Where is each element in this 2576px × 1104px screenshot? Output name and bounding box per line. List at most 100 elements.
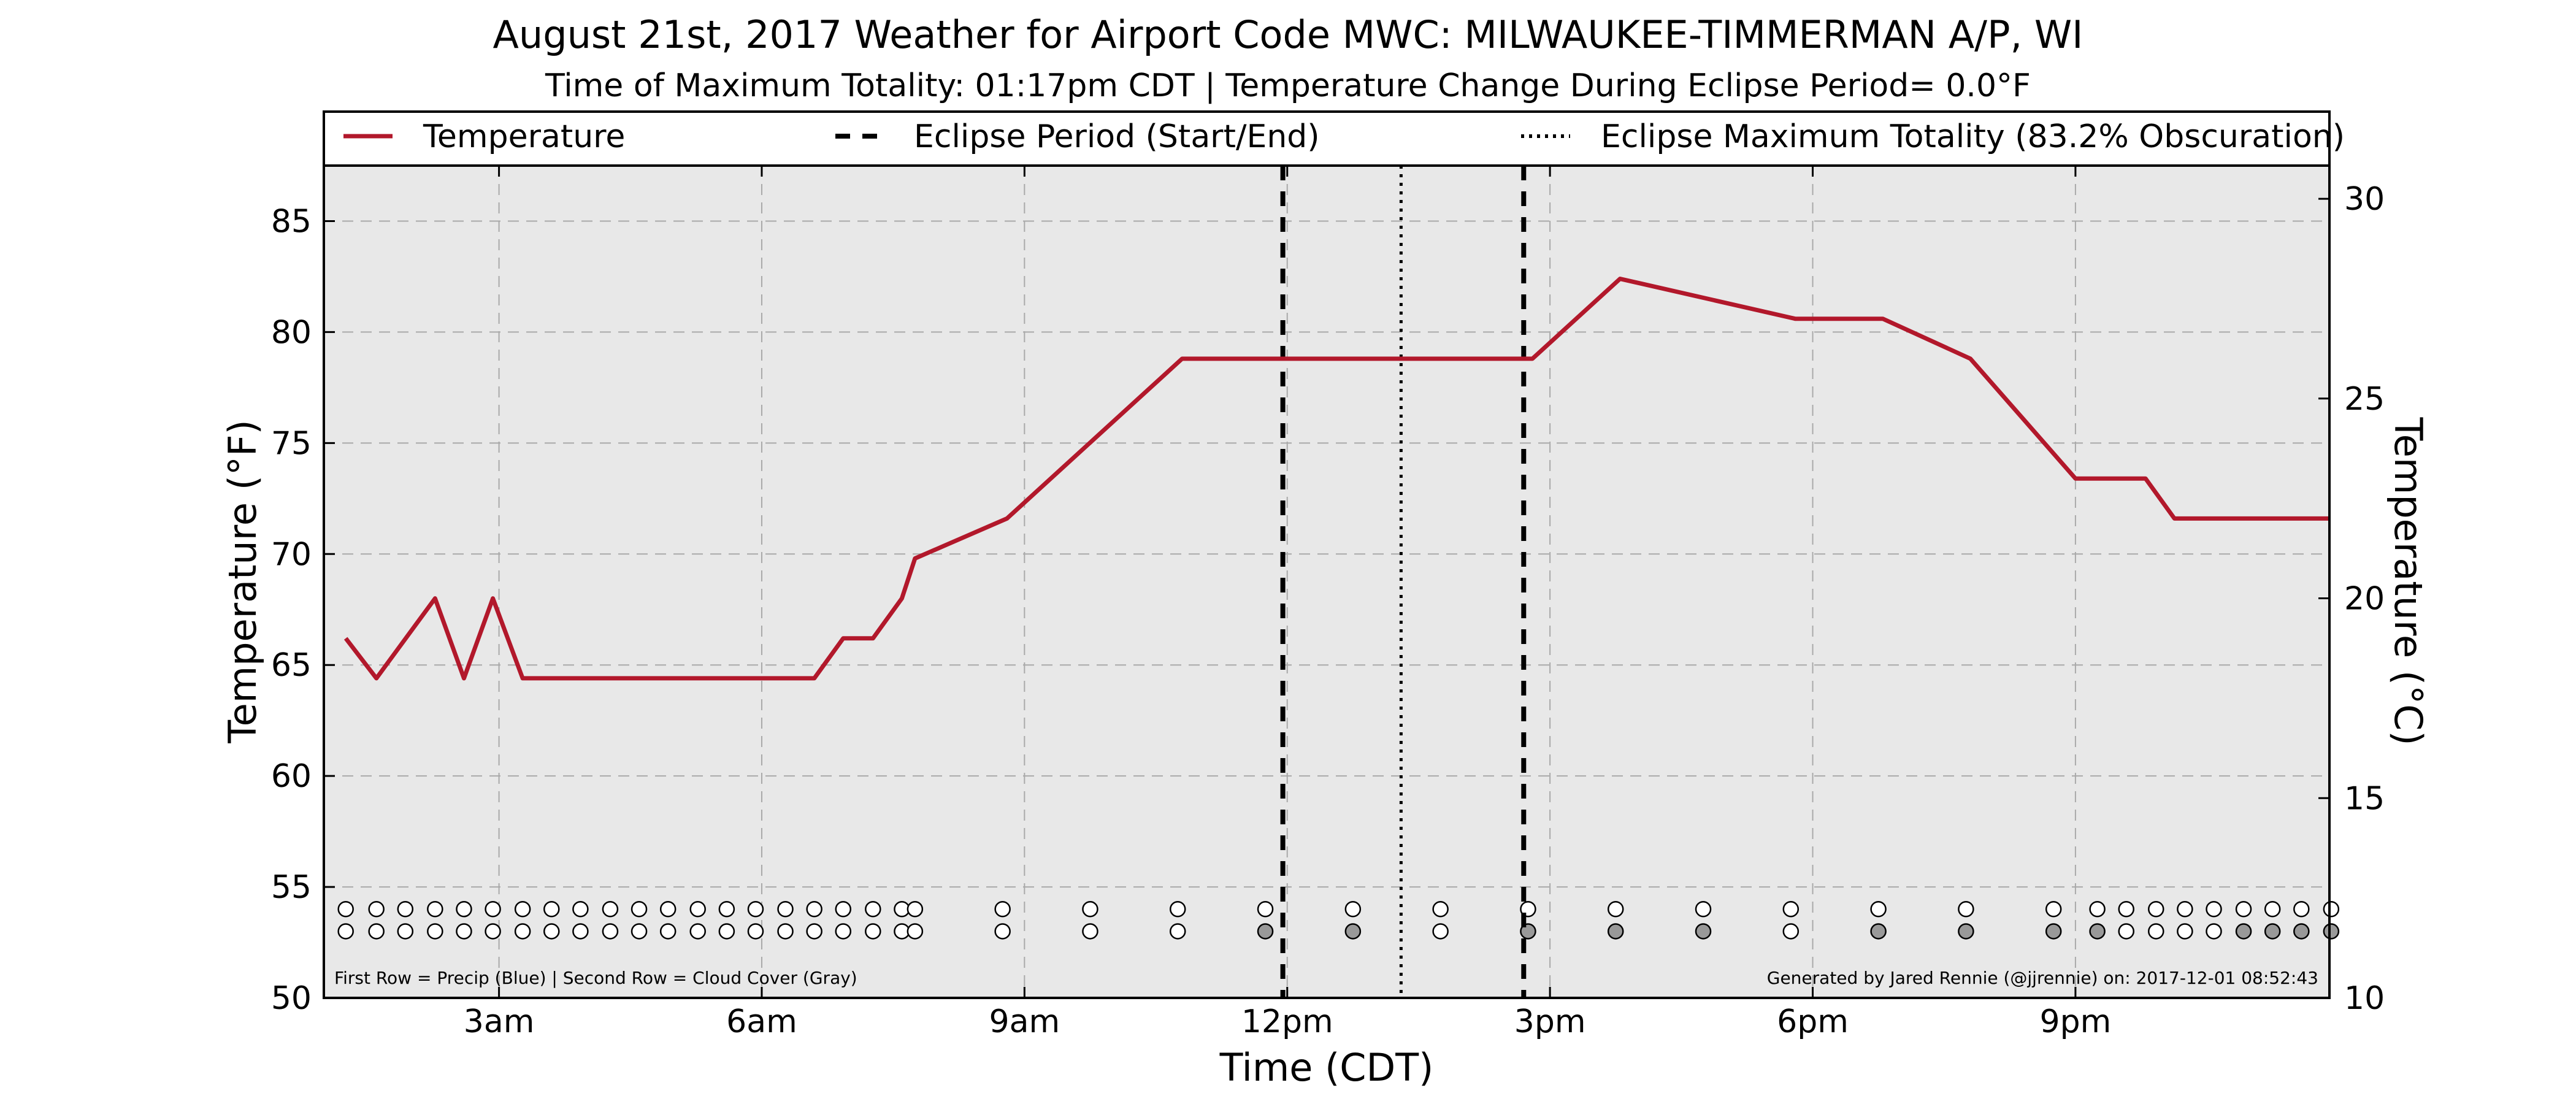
precip-marker: [2118, 901, 2134, 918]
legend-box: [323, 110, 2331, 167]
cloud-cover-marker: [514, 923, 531, 940]
cloud-cover-marker: [1344, 923, 1362, 940]
precip-marker: [1870, 901, 1887, 918]
y-tick-label: 85: [271, 203, 312, 240]
cloud-cover-marker: [2045, 923, 2062, 940]
precip-marker: [456, 901, 472, 918]
chart-title: August 21st, 2017 Weather for Airport Co…: [493, 12, 2083, 57]
y-axis-left: 50 55 60 65 70 75 80 85: [271, 203, 335, 1017]
precip-marker: [397, 901, 414, 918]
x-tick-label: 9am: [989, 1003, 1060, 1040]
legend-label-eclipse-max: Eclipse Maximum Totality (83.2% Obscurat…: [1601, 118, 2345, 155]
precip-marker: [427, 901, 443, 918]
cloud-cover-marker: [572, 923, 589, 940]
y-tick-label: 70: [271, 536, 312, 573]
y-tick-label: 65: [271, 647, 312, 684]
x-axis-label: Time (CDT): [1219, 1045, 1434, 1090]
precip-marker: [1782, 901, 1800, 918]
y2-tick-label: 15: [2344, 780, 2385, 817]
cloud-cover-marker: [2177, 923, 2193, 940]
precip-marker: [835, 901, 852, 918]
y-tick-label: 80: [271, 314, 312, 351]
cloud-cover-marker: [427, 923, 443, 940]
precip-marker: [1257, 901, 1274, 918]
observation-markers: [337, 901, 2340, 940]
y2-tick-label: 20: [2344, 581, 2385, 618]
precip-marker: [907, 901, 924, 918]
cloud-cover-marker: [1782, 923, 1800, 940]
chart-subtitle: Time of Maximum Totality: 01:17pm CDT | …: [545, 67, 2031, 104]
precip-marker: [2089, 901, 2106, 918]
x-tick-label: 9pm: [2040, 1003, 2112, 1040]
precip-marker: [337, 901, 354, 918]
cloud-cover-marker: [631, 923, 648, 940]
legend-label-eclipse-period: Eclipse Period (Start/End): [914, 118, 1320, 155]
cloud-cover-marker: [2118, 923, 2134, 940]
series-lines: [343, 277, 2329, 681]
cloud-cover-marker: [907, 923, 924, 940]
cloud-cover-marker: [689, 923, 706, 940]
plot-area: [324, 166, 2329, 998]
legend-item-eclipse-max: Eclipse Maximum Totality (83.2% Obscurat…: [1521, 118, 2345, 155]
cloud-cover-marker: [1607, 923, 1624, 940]
precip-marker: [1607, 901, 1624, 918]
precip-marker: [865, 901, 881, 918]
y-tick-label: 75: [271, 425, 312, 462]
cloud-cover-marker: [994, 923, 1011, 940]
x-tick-label: 3pm: [1514, 1003, 1586, 1040]
cloud-cover-marker: [1432, 923, 1449, 940]
precip-marker: [2177, 901, 2193, 918]
precip-marker: [806, 901, 822, 918]
precip-marker: [485, 901, 501, 918]
x-axis: 3am 6am 9am 12pm 3pm 6pm 9pm: [464, 166, 2111, 1040]
footnote-left: First Row = Precip (Blue) | Second Row =…: [334, 968, 857, 988]
cloud-cover-marker: [1870, 923, 1887, 940]
cloud-cover-marker: [602, 923, 619, 940]
y-tick-label: 60: [271, 758, 312, 795]
eclipse-lines: [1280, 166, 1527, 998]
cloud-cover-marker: [2293, 923, 2310, 940]
cloud-cover-marker: [1257, 923, 1274, 940]
precip-marker: [2293, 901, 2310, 918]
x-tick-label: 6pm: [1777, 1003, 1849, 1040]
cloud-cover-marker: [2089, 923, 2106, 940]
cloud-cover-marker: [2206, 923, 2222, 940]
cloud-cover-marker: [865, 923, 881, 940]
grid-lines: [324, 166, 2329, 998]
precip-marker: [2264, 901, 2281, 918]
precip-marker: [659, 901, 677, 918]
cloud-cover-marker: [659, 923, 677, 940]
cloud-cover-marker: [747, 923, 764, 940]
cloud-cover-marker: [2264, 923, 2281, 940]
cloud-cover-marker: [2323, 923, 2340, 940]
precip-marker: [994, 901, 1011, 918]
precip-marker: [368, 901, 385, 918]
precip-marker: [2235, 901, 2252, 918]
y2-tick-label: 30: [2344, 181, 2385, 218]
precip-marker: [1695, 901, 1712, 918]
y2-tick-label: 10: [2344, 980, 2385, 1017]
legend-label-temperature: Temperature: [423, 118, 625, 155]
cloud-cover-marker: [397, 923, 414, 940]
legend-item-temperature: Temperature: [343, 118, 625, 155]
y2-axis-label: Temperature (°C): [2386, 416, 2431, 745]
cloud-cover-marker: [337, 923, 354, 940]
y-axis-right: 10 15 20 25 30: [2318, 181, 2385, 1017]
y2-tick-label: 25: [2344, 381, 2385, 418]
precip-marker: [1958, 901, 1974, 918]
cloud-cover-marker: [1520, 923, 1536, 940]
precip-marker: [572, 901, 589, 918]
x-tick-label: 12pm: [1241, 1003, 1333, 1040]
precip-marker: [1169, 901, 1186, 918]
cloud-cover-marker: [718, 923, 735, 940]
cloud-cover-marker: [368, 923, 385, 940]
cloud-cover-marker: [2235, 923, 2252, 940]
precip-marker: [689, 901, 706, 918]
precip-marker: [2148, 901, 2164, 918]
y-tick-label: 50: [271, 980, 312, 1017]
precip-marker: [747, 901, 764, 918]
cloud-cover-marker: [485, 923, 501, 940]
precip-marker: [2045, 901, 2062, 918]
precip-marker: [1432, 901, 1449, 918]
